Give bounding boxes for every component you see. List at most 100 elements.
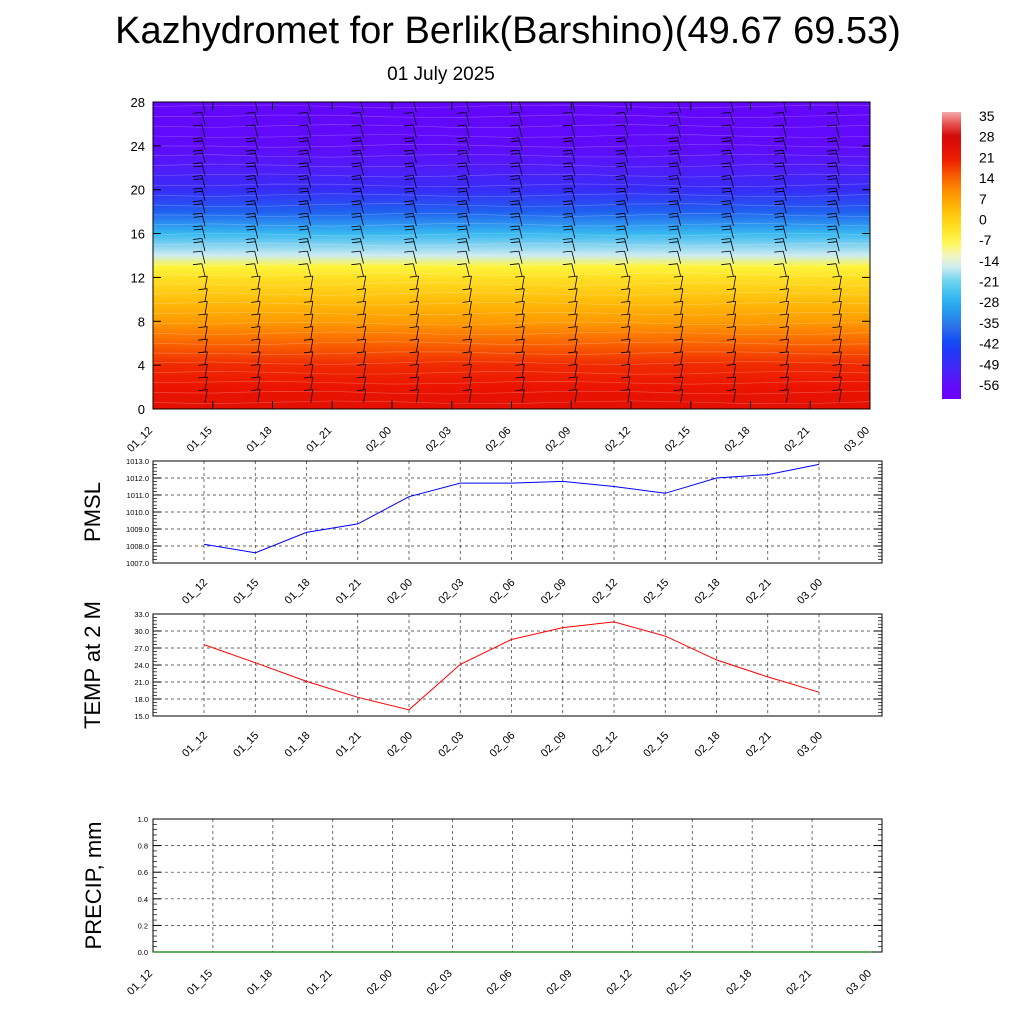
wind-barb-flag [193, 178, 203, 180]
wind-barb-flag [462, 326, 472, 328]
wind-barb-shaft [468, 313, 472, 327]
wind-barb-flag [774, 212, 784, 215]
colorbar-label: -42 [979, 336, 999, 352]
y-tick-label: 1.0 [138, 815, 148, 824]
wind-barb-shaft [363, 389, 367, 403]
x-tick-label: 02_00 [365, 968, 395, 998]
wind-barb-shaft [254, 188, 259, 201]
wind-barb-shaft [571, 238, 576, 252]
wind-barb-flag [298, 124, 308, 127]
wind-barb-flag [351, 175, 361, 177]
wind-barb-shaft [201, 263, 206, 277]
wind-barb-flag [726, 364, 736, 366]
wind-barb-shaft [468, 376, 472, 390]
wind-barb-flag [457, 112, 467, 114]
wind-barb-flag [457, 228, 467, 231]
wind-barb-flag [562, 212, 572, 215]
wind-barb-flag [246, 190, 256, 193]
wind-barb-shaft [782, 251, 787, 264]
wind-barb-shaft [254, 213, 259, 226]
wind-barb-shaft [412, 175, 417, 189]
wind-barb-flag [563, 100, 572, 101]
wind-barb-shaft [677, 137, 681, 151]
wind-barb-shaft [412, 263, 417, 277]
wind-barb-shaft [465, 137, 470, 151]
wind-barb-shaft [835, 213, 840, 226]
wind-barb-shaft [624, 200, 629, 214]
wind-barb-flag [726, 389, 736, 391]
wind-barb-flag [509, 149, 519, 152]
wind-barb-shaft [310, 301, 314, 315]
wind-barb-flag [726, 275, 736, 278]
wind-barb-shaft [729, 112, 734, 126]
wind-barb-flag [192, 238, 202, 240]
contour-line [153, 213, 870, 217]
wind-barb-flag [352, 228, 362, 231]
wind-barb-flag [509, 200, 519, 203]
wind-barb-flag [509, 238, 519, 240]
wind-barb-shaft [257, 364, 261, 378]
wind-barb-shaft [254, 251, 259, 264]
wind-barb-shaft [624, 175, 629, 189]
wind-barb-flag [457, 140, 467, 143]
wind-barb-shaft [307, 162, 312, 176]
wind-barb-shaft [835, 124, 840, 138]
wind-barb-flag [351, 112, 361, 114]
wind-barb-shaft [571, 112, 576, 126]
wind-barb-flag [193, 140, 203, 143]
wind-barb-shaft [521, 376, 525, 390]
wind-barb-flag [832, 275, 842, 278]
wind-barb-flag [245, 124, 255, 127]
wind-barb-flag [721, 124, 731, 127]
x-tick-label: 02_03 [436, 730, 466, 760]
wind-barb-shaft [360, 238, 364, 252]
wind-barb-flag [351, 149, 361, 152]
wind-barb-flag [669, 153, 679, 155]
wind-barb-flag [515, 389, 525, 391]
wind-barb-flag [245, 263, 255, 266]
wind-barb-flag [198, 275, 208, 278]
wind-barb-flag [515, 376, 525, 379]
wind-barb-flag [352, 216, 362, 218]
wind-barb-shaft [571, 162, 576, 176]
contour-line [153, 282, 870, 286]
wind-barb-shaft [574, 326, 578, 340]
wind-barb-shaft [307, 213, 312, 226]
wind-barb-flag [457, 162, 467, 165]
wind-barb-flag [351, 212, 361, 215]
wind-barb-flag [462, 288, 472, 291]
contour-line [153, 380, 870, 385]
wind-barb-flag [192, 162, 202, 165]
wind-barb-flag [563, 190, 573, 193]
wind-barb-flag [774, 124, 784, 127]
wind-barb-shaft [416, 301, 419, 315]
y-tick-label: 15.0 [134, 712, 149, 721]
colorbar-label: -28 [979, 294, 999, 310]
wind-barb-shaft [627, 288, 631, 302]
wind-barb-flag [722, 153, 732, 155]
x-tick-label: 01_21 [304, 425, 334, 455]
wind-barb-flag [509, 175, 519, 177]
wind-barb-shaft [518, 225, 523, 239]
wind-barb-shaft [310, 313, 314, 327]
wind-barb-flag [673, 326, 683, 328]
wind-barb-flag [404, 140, 415, 143]
wind-barb-flag [245, 149, 255, 152]
wind-barb-shaft [571, 213, 576, 226]
wind-barb-flag [515, 326, 525, 328]
wind-barb-flag [303, 288, 313, 291]
y-tick-label: 0.0 [138, 948, 148, 957]
wind-barb-shaft [465, 238, 470, 252]
wind-barb-shaft [680, 313, 684, 327]
wind-barb-flag [721, 225, 731, 228]
wind-barb-flag [668, 137, 678, 139]
wind-barb-shaft [571, 102, 576, 113]
wind-barb-flag [509, 187, 519, 190]
wind-barb-shaft [835, 188, 840, 201]
wind-barb-shaft [627, 326, 631, 340]
wind-barb-flag [356, 376, 366, 379]
wind-barb-shaft [782, 213, 787, 226]
wind-barb-shaft [412, 150, 417, 163]
wind-barb-shaft [785, 288, 789, 302]
wind-barb-shaft [521, 313, 525, 327]
